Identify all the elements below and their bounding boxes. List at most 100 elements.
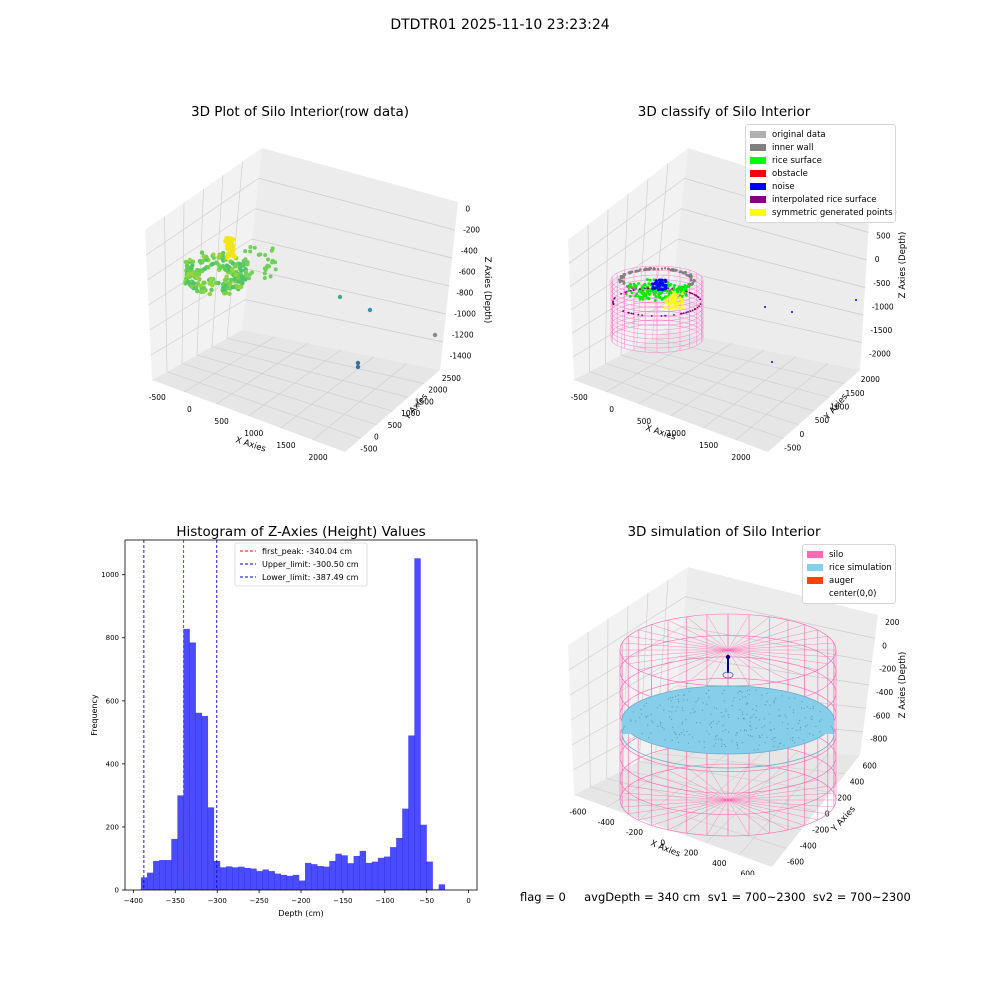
raw-point [270, 249, 274, 253]
y-tick-label: 0 [374, 433, 379, 442]
raw-point [356, 361, 360, 365]
rice-dot [751, 736, 752, 737]
rice-surface-point [648, 282, 651, 285]
rice-dot [805, 726, 806, 727]
rice-dot [683, 729, 684, 730]
rice-dot [750, 735, 751, 736]
interpolated-point [695, 295, 697, 297]
rice-dot [740, 730, 741, 731]
rice-dot [771, 730, 772, 731]
rice-dot [773, 737, 774, 738]
rice-dot [787, 723, 788, 724]
histogram-bar [141, 877, 147, 890]
rice-dot [749, 725, 750, 726]
rice-dot [792, 737, 793, 738]
simulation-legend-item: center(0,0) [807, 587, 891, 600]
raw-point [202, 281, 206, 285]
raw-point [195, 289, 199, 293]
rice-dot [722, 725, 723, 726]
raw-point [200, 250, 204, 254]
x-tick-label: −350 [166, 897, 185, 905]
raw-point [248, 250, 252, 254]
interpolated-point [630, 312, 632, 314]
interpolated-point [683, 312, 685, 314]
x-axis-label: Depth (cm) [278, 909, 323, 918]
raw-point [263, 253, 267, 257]
rice-dot [811, 719, 812, 720]
raw-point [338, 295, 342, 299]
legend-label: obstacle [772, 169, 808, 179]
rice-dot [789, 707, 790, 708]
rice-dot [774, 741, 775, 742]
interpolated-point [661, 315, 663, 317]
symmetric-point [681, 299, 684, 302]
histogram-bar [439, 884, 445, 890]
y-tick-label: 0 [115, 887, 119, 895]
legend-label: Lower_limit: -387.49 cm [262, 573, 359, 582]
rice-dot [759, 744, 760, 745]
z-tick-label: 0 [882, 641, 887, 650]
rice-dot [738, 718, 739, 719]
rice-dot [630, 719, 631, 720]
interpolated-point [637, 314, 639, 316]
rice-dot [801, 707, 802, 708]
rice-dot [708, 697, 709, 698]
raw-plot-title: 3D Plot of Silo Interior(row data) [191, 104, 409, 120]
rice-dot [699, 741, 700, 742]
x-tick-label: -500 [571, 393, 588, 402]
rice-dot [799, 720, 800, 721]
inner-wall-point [690, 279, 692, 281]
classify-plot-title: 3D classify of Silo Interior [638, 104, 811, 120]
inner-wall-point [657, 268, 659, 270]
rice-dot [682, 707, 683, 708]
histogram-bar [360, 851, 366, 890]
rice-dot [779, 715, 780, 716]
interpolated-point [689, 310, 691, 312]
z-tick-label: -2000 [869, 350, 891, 359]
rice-dot [663, 729, 664, 730]
raw-point [356, 365, 360, 369]
z-axis-label: Z Axies (Depth) [482, 257, 492, 324]
rice-dot [679, 734, 680, 735]
rice-dot [802, 701, 803, 702]
rice-dot [739, 690, 740, 691]
symmetric-point [670, 302, 673, 305]
rice-dot [639, 717, 640, 718]
rice-surface-point [629, 283, 632, 286]
x-axis-label: X Axies [234, 435, 267, 454]
rice-dot [809, 733, 810, 734]
rice-dot [660, 725, 661, 726]
simulation-legend: silo rice simulation auger center(0,0) [802, 544, 896, 604]
rice-dot [708, 690, 709, 691]
rice-dot [633, 711, 634, 712]
raw-point [207, 281, 211, 285]
interpolated-point [687, 311, 689, 313]
classify-legend-item: rice surface [750, 154, 891, 167]
rice-dot [732, 700, 733, 701]
rice-dot [793, 709, 794, 710]
rice-dot [711, 722, 712, 723]
rice-dot [739, 699, 740, 700]
histogram-bar [153, 861, 159, 890]
figure-title: DTDTR01 2025-11-10 23:23:24 [0, 17, 1000, 33]
rice-dot [684, 734, 685, 735]
rice-dot [644, 705, 645, 706]
rice-dot [800, 727, 801, 728]
rice-dot [813, 708, 814, 709]
rice-dot [677, 737, 678, 738]
inner-wall-point [685, 273, 687, 275]
y-tick-label: 1000 [101, 571, 119, 579]
rice-dot [742, 714, 743, 715]
rice-dot [706, 704, 707, 705]
raw-point [209, 277, 213, 281]
rice-surface-point [629, 295, 632, 298]
y-tick-label: 400 [106, 760, 119, 768]
raw-point [266, 257, 270, 261]
y-tick-label: -600 [787, 858, 804, 867]
legend-swatch [750, 144, 766, 151]
histogram-bar [183, 629, 189, 890]
raw-point [271, 259, 275, 263]
histogram-bar [311, 864, 317, 890]
z-tick-label: -800 [456, 288, 473, 297]
rice-dot [711, 727, 712, 728]
